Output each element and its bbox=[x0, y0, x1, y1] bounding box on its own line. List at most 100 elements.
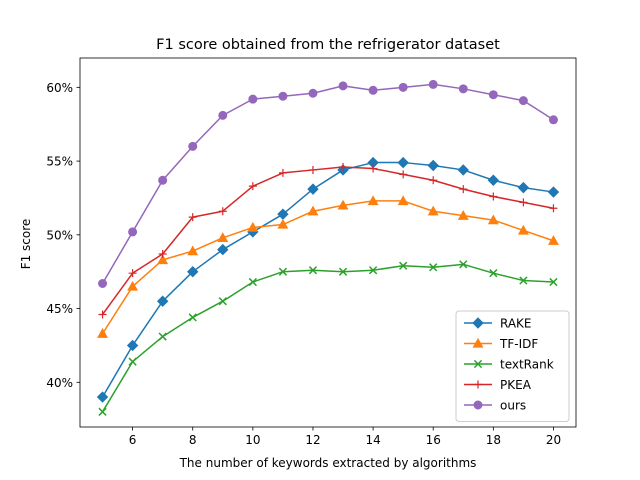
data-point bbox=[308, 165, 317, 174]
series-line bbox=[101, 161, 554, 398]
plot-frame bbox=[79, 57, 577, 428]
data-point bbox=[397, 195, 409, 206]
data-point bbox=[519, 276, 528, 285]
data-point bbox=[459, 260, 468, 269]
y-tick-label: 45% bbox=[46, 302, 73, 316]
legend-marker-point bbox=[474, 380, 482, 389]
data-point bbox=[248, 182, 257, 191]
data-point bbox=[277, 218, 289, 229]
data-point bbox=[217, 232, 229, 242]
data-point bbox=[278, 91, 288, 101]
data-point bbox=[278, 168, 287, 177]
data-point bbox=[337, 199, 349, 210]
x-tick-label: 12 bbox=[305, 433, 320, 447]
legend-item: ours bbox=[464, 399, 526, 413]
series-line bbox=[101, 166, 554, 315]
data-point bbox=[427, 205, 439, 216]
legend-marker-point bbox=[473, 400, 483, 410]
x-tick-label: 20 bbox=[546, 433, 561, 447]
data-point bbox=[548, 115, 558, 125]
data-point bbox=[127, 280, 139, 291]
x-axis-label: The number of keywords extracted by algo… bbox=[179, 456, 477, 470]
x-tick-label: 8 bbox=[189, 433, 197, 447]
legend-item: TF-IDF bbox=[464, 337, 538, 351]
legend-item: RAKE bbox=[464, 317, 532, 331]
data-point bbox=[517, 181, 530, 194]
plot-area bbox=[96, 79, 560, 416]
x-tick-label: 16 bbox=[426, 433, 441, 447]
data-point bbox=[489, 192, 498, 201]
data-point bbox=[97, 328, 108, 338]
series-ours bbox=[98, 79, 558, 288]
legend-label: TF-IDF bbox=[499, 337, 538, 351]
data-point bbox=[427, 159, 439, 172]
legend-item: textRank bbox=[464, 358, 554, 372]
data-point bbox=[157, 254, 169, 265]
chart-title: F1 score obtained from the refrigerator … bbox=[156, 37, 500, 53]
data-point bbox=[429, 263, 438, 272]
data-point bbox=[278, 267, 288, 276]
legend: RAKE TF-IDF textRank PKEA ours bbox=[455, 310, 570, 422]
data-point bbox=[308, 88, 318, 98]
data-point bbox=[397, 156, 409, 169]
legend-marker-point bbox=[472, 337, 484, 348]
data-point bbox=[399, 170, 408, 179]
y-tick-label: 60% bbox=[46, 81, 73, 95]
legend-item: PKEA bbox=[464, 378, 532, 392]
legend-label: textRank bbox=[500, 358, 554, 372]
data-point bbox=[158, 332, 167, 341]
data-point bbox=[307, 205, 319, 216]
data-point bbox=[248, 277, 257, 287]
series-line bbox=[101, 83, 554, 284]
y-tick-label: 55% bbox=[46, 155, 73, 169]
data-point bbox=[458, 84, 468, 94]
data-point bbox=[218, 110, 228, 120]
data-point bbox=[187, 245, 199, 256]
data-point bbox=[187, 265, 199, 278]
series-line bbox=[101, 263, 554, 413]
data-point bbox=[188, 213, 197, 222]
data-point bbox=[188, 141, 198, 151]
data-point bbox=[487, 214, 499, 225]
data-point bbox=[338, 81, 348, 91]
data-point bbox=[128, 357, 137, 366]
x-tick-label: 10 bbox=[245, 433, 260, 447]
ticks: 6 8 10 12 14 16 18 20 40% 45% 50% 55% 60% bbox=[46, 81, 561, 447]
data-point bbox=[457, 210, 469, 220]
data-point bbox=[248, 94, 258, 104]
data-point bbox=[156, 295, 169, 307]
axes bbox=[79, 57, 577, 428]
data-point bbox=[398, 82, 408, 92]
data-point bbox=[518, 96, 528, 106]
data-point bbox=[218, 297, 227, 306]
legend-box bbox=[455, 310, 570, 422]
legend-label: ours bbox=[500, 399, 526, 413]
data-point bbox=[98, 279, 108, 288]
series-tf-idf bbox=[97, 195, 559, 338]
data-point bbox=[459, 185, 468, 194]
data-point bbox=[368, 266, 378, 275]
data-point bbox=[98, 407, 107, 416]
legend-label: RAKE bbox=[500, 317, 532, 331]
data-point bbox=[517, 224, 529, 235]
data-point bbox=[547, 186, 560, 198]
data-point bbox=[128, 269, 137, 278]
data-point bbox=[158, 175, 168, 185]
data-point bbox=[488, 90, 498, 100]
data-point bbox=[188, 313, 197, 322]
legend-marker-point bbox=[472, 317, 484, 329]
data-point bbox=[96, 391, 109, 403]
data-point bbox=[369, 164, 378, 173]
data-point bbox=[307, 183, 319, 195]
data-point bbox=[457, 164, 469, 176]
series-pkea bbox=[98, 162, 558, 319]
data-point bbox=[247, 221, 259, 232]
legend-label: PKEA bbox=[500, 378, 532, 392]
x-tick-label: 14 bbox=[365, 433, 380, 447]
y-axis-label: F1 score bbox=[19, 219, 33, 270]
data-point bbox=[367, 195, 379, 206]
data-point bbox=[338, 267, 348, 276]
data-point bbox=[308, 266, 318, 275]
x-tick-label: 6 bbox=[129, 433, 137, 447]
